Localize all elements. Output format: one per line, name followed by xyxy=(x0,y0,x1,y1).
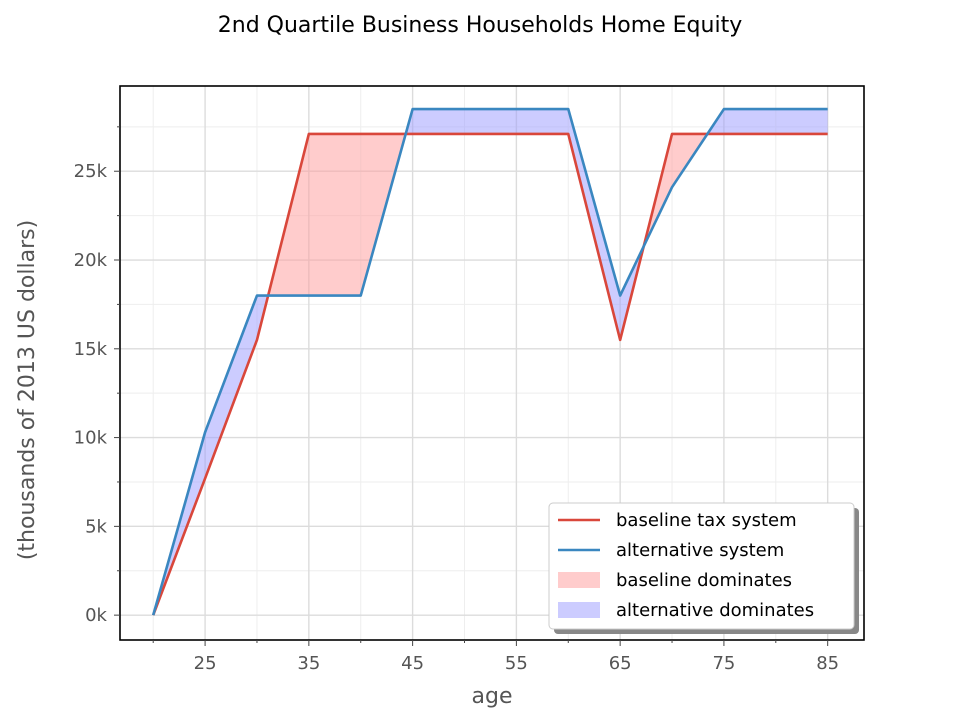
y-tick-label: 0k xyxy=(85,605,107,626)
alternative-dominates-area xyxy=(464,109,517,134)
alternative-dominates-area xyxy=(205,295,257,479)
alternative-dominates-area xyxy=(568,109,621,340)
x-tick-label: 35 xyxy=(297,653,320,674)
x-tick-label: 75 xyxy=(712,653,735,674)
legend-baseline-line-label: baseline tax system xyxy=(616,510,797,531)
y-tick-label: 15k xyxy=(74,339,108,360)
x-tick-label: 45 xyxy=(401,653,424,674)
x-tick-label: 65 xyxy=(609,653,632,674)
x-tick-label: 55 xyxy=(505,653,528,674)
alternative-series-line xyxy=(151,107,828,616)
legend-alternative-line-label: alternative system xyxy=(616,540,784,561)
x-tick-label: 25 xyxy=(194,653,217,674)
legend: baseline tax system alternative system bas… xyxy=(548,502,859,634)
x-axis-label: age xyxy=(472,684,513,709)
plot-frame xyxy=(119,85,865,641)
alternative-dominates-area xyxy=(775,109,828,134)
legend-baseline-dominates-label: baseline dominates xyxy=(616,570,792,591)
baseline-series-line xyxy=(151,132,828,616)
alternative-dominates-area xyxy=(723,109,776,134)
chart-title: 2nd Quartile Business Households Home Eq… xyxy=(218,13,742,38)
y-tick-label: 10k xyxy=(74,428,108,449)
legend-box xyxy=(548,502,855,630)
y-tick-label: 20k xyxy=(74,250,108,271)
legend-alternative-dominates-swatch xyxy=(558,602,600,618)
alternative-dominates-area xyxy=(412,109,465,134)
x-tick-label: 85 xyxy=(816,653,839,674)
y-axis-label: (thousands of 2013 US dollars) xyxy=(15,220,40,560)
legend-baseline-dominates-swatch xyxy=(558,572,600,588)
legend-alternative-dominates-label: alternative dominates xyxy=(616,600,814,621)
y-tick-label: 25k xyxy=(74,161,108,182)
alternative-dominates-area xyxy=(516,109,569,134)
y-tick-label: 5k xyxy=(85,516,107,537)
baseline-dominates-area xyxy=(308,133,361,296)
